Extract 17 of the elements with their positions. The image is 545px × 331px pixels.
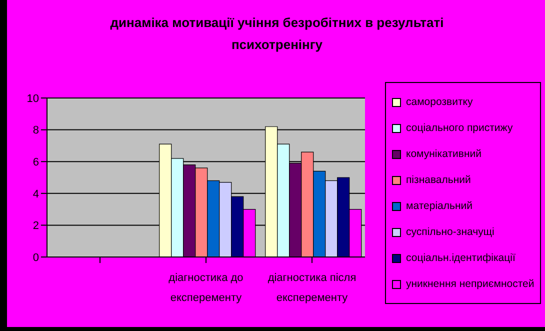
chart-title: динаміка мотивації учіння безробітних в результаті психотренінгу bbox=[109, 14, 445, 54]
legend-label: саморозвитку bbox=[406, 96, 473, 108]
y-tick-label: 4 bbox=[32, 188, 39, 200]
x-tick-label: діагностика до експеременту bbox=[168, 272, 244, 304]
legend-label: уникнення неприємностей bbox=[406, 278, 534, 290]
x-tick-label: діагностика після експеременту bbox=[268, 272, 356, 304]
legend-label: пізнавальний bbox=[406, 174, 471, 186]
legend-label: матеріальний bbox=[406, 200, 472, 212]
legend-label: соціальн.ідентифікації bbox=[406, 252, 516, 264]
y-tick-label: 0 bbox=[32, 252, 39, 264]
y-tick-label: 2 bbox=[32, 220, 39, 232]
y-tick-label: 6 bbox=[32, 156, 39, 169]
y-tick-label: 8 bbox=[32, 124, 39, 137]
legend-label: соціального пристижу bbox=[406, 122, 513, 134]
legend-label: комунікативний bbox=[406, 148, 482, 160]
y-tick-label: 10 bbox=[26, 92, 39, 105]
legend-label: суспільно-значущі bbox=[406, 226, 494, 238]
